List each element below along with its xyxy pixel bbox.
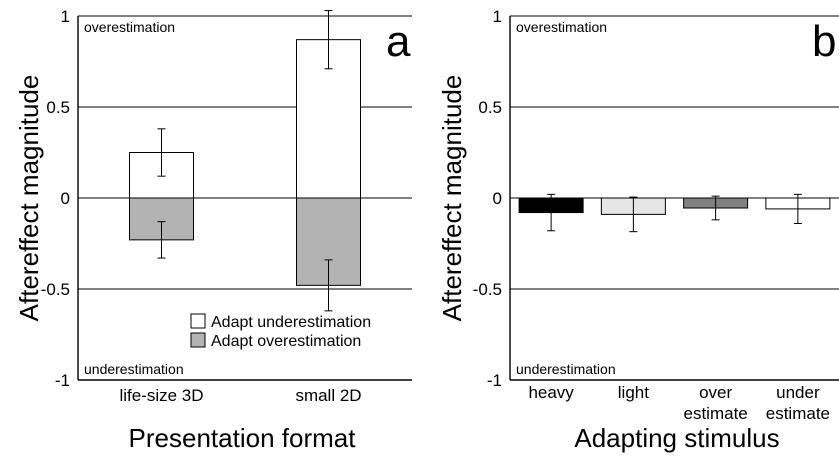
panel-b-chart: 10.50-0.5-1 heavy light overestimateundere… bbox=[437, 7, 839, 453]
panel-b-y-axis-label: Aftereffect magnitude bbox=[437, 75, 467, 322]
panel-b-x-axis-label: Adapting stimulus bbox=[574, 423, 779, 453]
y-tick-label: -0.5 bbox=[473, 280, 502, 299]
error-bar-heavy bbox=[547, 193, 556, 232]
panel-a-bottom-annotation: underestimation bbox=[84, 361, 184, 377]
error-bar-light bbox=[629, 196, 638, 233]
panel-b-top-annotation: overestimation bbox=[516, 19, 607, 35]
category-label: heavy bbox=[528, 383, 574, 402]
error-bar-adapt-underestimation-small-2d bbox=[324, 10, 333, 70]
y-tick-label: 0 bbox=[61, 189, 70, 208]
panel-a-x-axis-label: Presentation format bbox=[129, 423, 357, 453]
error-bar-adapt-overestimation-life-size-3d bbox=[157, 221, 166, 259]
panel-b-error-bars bbox=[547, 193, 802, 233]
panel-a-error-bars bbox=[157, 10, 333, 312]
category-label: over bbox=[699, 383, 732, 402]
category-label: estimate bbox=[766, 404, 830, 423]
y-tick-label: 0.5 bbox=[478, 98, 502, 117]
error-bar-over-estimate bbox=[711, 195, 720, 221]
y-tick-label: 1 bbox=[61, 7, 70, 26]
legend-swatch-adapt-underestimation bbox=[190, 313, 206, 329]
category-label: estimate bbox=[684, 404, 748, 423]
y-tick-label: -1 bbox=[487, 371, 502, 390]
y-tick-label: 1 bbox=[493, 7, 502, 26]
y-tick-label: 0.5 bbox=[46, 98, 70, 117]
legend-label-adapt-overestimation: Adapt overestimation bbox=[211, 333, 361, 350]
panel-a-chart: 1 0.5 0 -0.5 -1 life-size 3D small 2D overest… bbox=[14, 7, 412, 453]
panel-b-y-ticks: 1 0.5 0 -0.5 -1 bbox=[473, 7, 502, 390]
panel-a-y-ticks: 1 0.5 0 -0.5 -1 bbox=[41, 7, 70, 390]
error-bar-adapt-underestimation-life-size-3d bbox=[157, 128, 166, 177]
error-bar-adapt-overestimation-small-2d bbox=[324, 259, 333, 312]
category-label: life-size 3D bbox=[119, 386, 203, 405]
panel-a-y-axis-label: Aftereffect magnitude bbox=[14, 75, 44, 322]
panel-b-label: b bbox=[812, 17, 836, 66]
y-tick-label: -1 bbox=[55, 371, 70, 390]
panel-a-top-annotation: overestimation bbox=[84, 19, 175, 35]
category-label: light bbox=[618, 383, 649, 402]
legend-swatch-adapt-overestimation bbox=[190, 332, 206, 348]
category-label: under bbox=[776, 383, 820, 402]
panel-a-label: a bbox=[386, 17, 411, 66]
error-bar-under-estimate bbox=[793, 193, 802, 224]
panel-b-bars bbox=[518, 197, 831, 215]
panel-b-category-labels: heavy light over estimate under estimate bbox=[528, 383, 830, 423]
panel-a-bars bbox=[129, 39, 361, 286]
category-label: small 2D bbox=[295, 386, 361, 405]
panel-a-category-labels: life-size 3D small 2D bbox=[119, 386, 361, 405]
y-tick-label: 0 bbox=[493, 189, 502, 208]
y-tick-label: -0.5 bbox=[41, 280, 70, 299]
panel-b-bottom-annotation: underestimation bbox=[516, 361, 616, 377]
legend-label-adapt-underestimation: Adapt underestimation bbox=[211, 314, 371, 331]
panel-a-legend: Adapt underestimation Adapt overestimati… bbox=[190, 313, 371, 350]
